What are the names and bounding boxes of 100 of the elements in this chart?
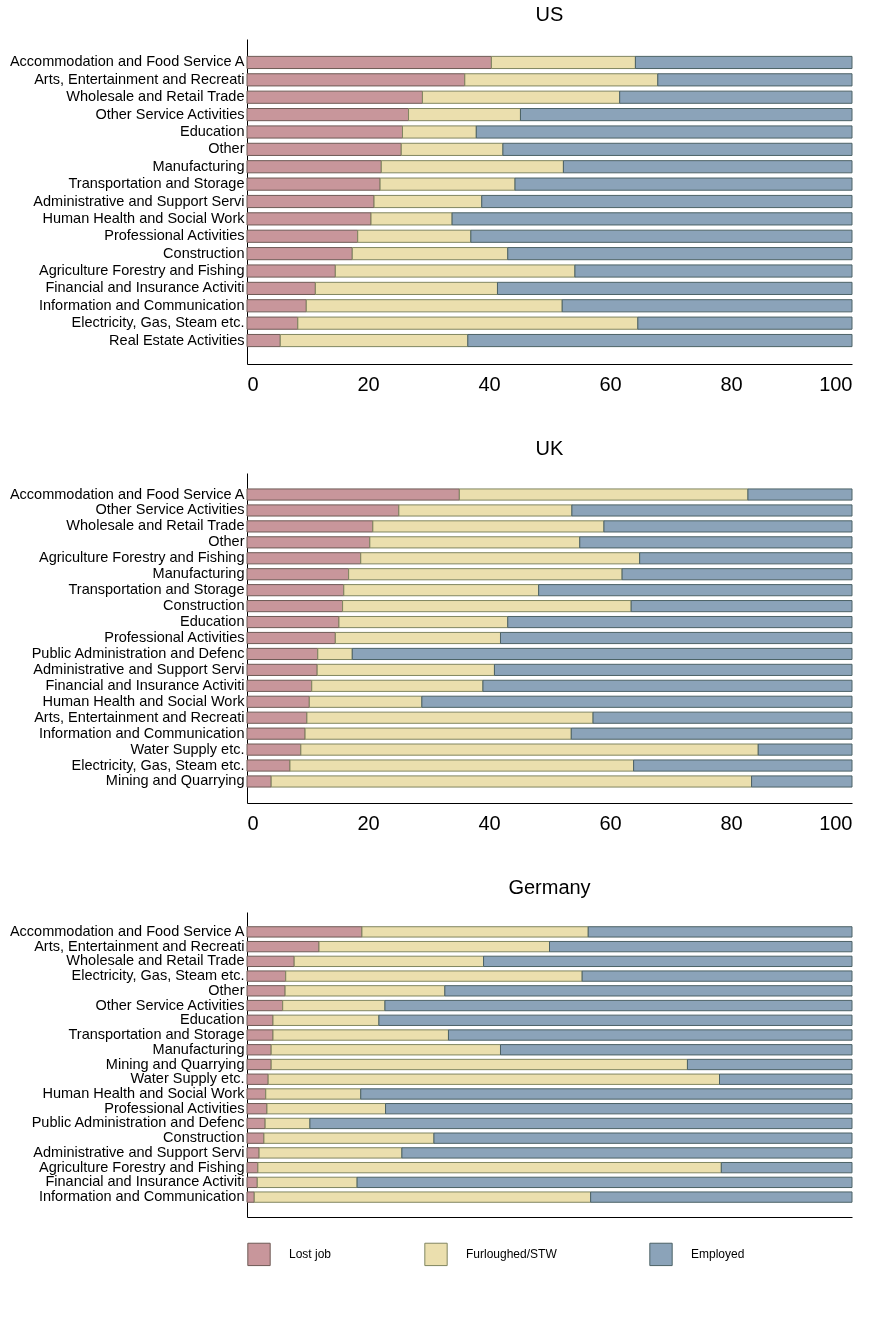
chart-title: Germany [508, 876, 591, 898]
bar [284, 985, 446, 997]
bar [246, 1161, 259, 1174]
bar [246, 955, 295, 968]
bar [549, 940, 853, 953]
bar [500, 1044, 853, 1056]
bar [719, 1073, 853, 1085]
y-tick-label: Wholesale and Retail Trade [66, 517, 245, 534]
y-tick-label: Arts, Entertainment and Recreati [34, 937, 245, 954]
y-tick-label: Human Health and Social Work [42, 692, 246, 709]
bar [246, 1014, 274, 1026]
bar [257, 1161, 722, 1174]
x-tick-label: 60 [599, 811, 622, 834]
bar [272, 1014, 380, 1026]
bar [246, 926, 363, 938]
y-tick-label: Wholesale and Retail Trade [66, 952, 245, 969]
y-tick-label: Information and Communication [38, 296, 245, 313]
x-tick-label: 100 [819, 372, 853, 395]
bar [267, 1073, 721, 1085]
y-tick-label: Accommodation and Food Service A [9, 922, 245, 939]
y-tick-label: Financial and Insurance Activiti [45, 279, 245, 296]
legend-label: Employed [691, 1247, 745, 1262]
y-tick-label: Electricity, Gas, Steam etc. [71, 967, 245, 984]
bar [587, 926, 853, 938]
bar [258, 1147, 403, 1159]
bar [401, 1147, 853, 1159]
y-tick-label: Agriculture Forestry and Fishing [39, 262, 245, 279]
y-tick-label: Financial and Insurance Activiti [45, 676, 245, 693]
y-tick-label: Arts, Entertainment and Recreati [34, 708, 245, 725]
y-tick-label: Public Administration and Defenc [31, 1114, 245, 1131]
x-tick-label: 20 [357, 372, 380, 395]
x-tick-label: 80 [720, 372, 743, 395]
bar [378, 1014, 853, 1026]
bar [361, 926, 589, 938]
y-tick-label: Education [180, 613, 245, 630]
y-tick-label: Electricity, Gas, Steam etc. [71, 314, 245, 331]
bar [385, 1103, 853, 1115]
x-tick-label: 60 [599, 372, 622, 395]
bar [581, 970, 853, 982]
legend-label: Lost job [289, 1247, 332, 1262]
y-tick-label: Administrative and Support Servi [33, 192, 245, 209]
y-tick-label: Accommodation and Food Service A [9, 485, 245, 502]
bar [246, 1191, 255, 1203]
legend-label: Furloughed/STW [466, 1247, 558, 1262]
y-tick-label: Transportation and Storage [68, 1026, 245, 1043]
y-tick-label: Education [180, 1011, 245, 1028]
bar [246, 1117, 266, 1130]
y-tick-label: Accommodation and Food Service A [9, 53, 245, 70]
x-tick-label: 100 [819, 811, 853, 834]
bar [246, 1147, 260, 1159]
bar [256, 1176, 358, 1189]
bar [246, 1176, 258, 1189]
y-tick-label: Other [208, 981, 245, 998]
bar [246, 999, 284, 1012]
y-tick-label: Agriculture Forestry and Fishing [39, 549, 245, 566]
y-tick-label: Education [180, 122, 245, 139]
y-tick-label: Arts, Entertainment and Recreati [34, 70, 245, 87]
y-tick-label: Construction [163, 244, 245, 261]
bar [282, 999, 386, 1012]
y-tick-label: Professional Activities [104, 1099, 245, 1116]
bar [270, 1044, 501, 1056]
y-tick-label: Administrative and Support Servi [33, 660, 245, 677]
y-tick-label: Other [208, 140, 245, 157]
y-tick-label: Human Health and Social Work [42, 209, 246, 226]
bar [384, 999, 853, 1012]
y-tick-label: Other Service Activities [95, 105, 245, 122]
bar [686, 1058, 853, 1071]
x-tick-label: 80 [720, 811, 743, 834]
bar [246, 1058, 272, 1071]
bar [318, 940, 550, 953]
bar [433, 1132, 853, 1144]
y-tick-label: Manufacturing [152, 565, 245, 582]
x-tick-label: 20 [357, 811, 380, 834]
bar [309, 1117, 853, 1130]
y-tick-label: Other Service Activities [95, 996, 245, 1013]
bar [246, 1073, 269, 1085]
y-tick-label: Wholesale and Retail Trade [66, 88, 245, 105]
y-tick-label: Mining and Quarrying [105, 1055, 245, 1072]
bar [483, 955, 853, 968]
y-tick-label: Public Administration and Defenc [31, 644, 245, 661]
y-tick-label: Other [208, 533, 245, 550]
x-tick-label: 40 [478, 372, 501, 395]
y-tick-label: Professional Activities [104, 629, 245, 645]
bar [360, 1088, 853, 1100]
y-tick-label: Real Estate Activities [109, 331, 245, 348]
bar [265, 1088, 362, 1100]
y-tick-label: Water Supply etc. [130, 740, 245, 757]
y-tick-label: Manufacturing [152, 157, 245, 174]
bar [285, 970, 583, 982]
bar [246, 1088, 267, 1100]
bar [246, 1029, 274, 1041]
y-tick-label: Construction [163, 1129, 245, 1146]
chart-title: UK [535, 437, 565, 459]
y-tick-label: Transportation and Storage [68, 175, 245, 192]
x-tick-label: 0 [247, 372, 259, 395]
y-tick-label: Electricity, Gas, Steam etc. [71, 756, 245, 773]
bar [246, 1132, 265, 1144]
chart-title: US [535, 3, 564, 25]
bar [263, 1132, 435, 1144]
bar [270, 1058, 688, 1071]
